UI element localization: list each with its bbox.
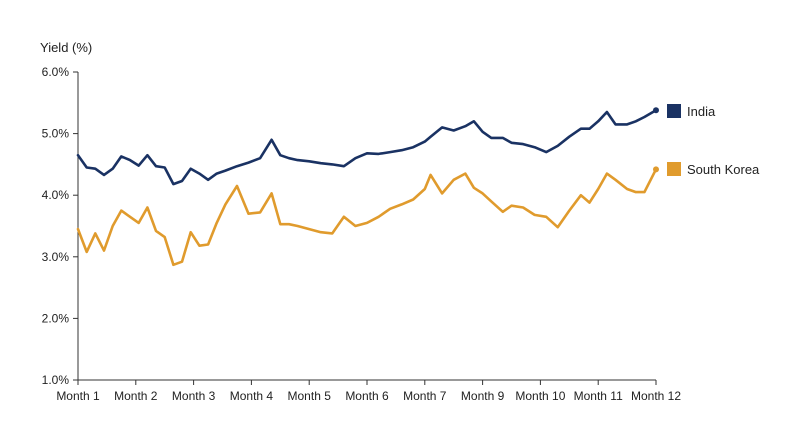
x-tick-label: Month 7 (403, 389, 447, 403)
x-tick-label: Month 12 (631, 389, 681, 403)
x-tick-label: Month 1 (56, 389, 100, 403)
series-line-south-korea (76, 168, 658, 267)
legend-label-india: India (687, 104, 716, 119)
x-tick-label: Month 2 (114, 389, 158, 403)
y-tick-label: 3.0% (42, 250, 70, 264)
x-tick-label: Month 4 (230, 389, 274, 403)
x-tick-label: Month 3 (172, 389, 216, 403)
y-tick-label: 5.0% (42, 127, 70, 141)
legend-swatch-india (667, 104, 681, 118)
x-tick-label: Month 6 (345, 389, 389, 403)
y-tick-label: 6.0% (42, 65, 70, 79)
x-tick-label: Month 10 (515, 389, 565, 403)
y-axis: 1.0% 2.0% 3.0% 4.0% 5.0% 6.0% (42, 65, 79, 387)
legend: India South Korea (667, 104, 760, 177)
y-tick-label: 4.0% (42, 188, 70, 202)
series-end-point-india (653, 107, 659, 114)
legend-swatch-south-korea (667, 162, 681, 176)
series-lines (76, 107, 659, 267)
y-axis-title: Yield (%) (40, 40, 92, 55)
y-tick-label: 2.0% (42, 311, 70, 325)
x-tick-label: Month 5 (288, 389, 332, 403)
legend-label-south-korea: South Korea (687, 162, 760, 177)
x-axis: Month 1 Month 2 Month 3 Month 4 Month 5 Month… (56, 379, 681, 403)
y-tick-label: 1.0% (42, 373, 70, 387)
series-end-point-south-korea (653, 166, 659, 173)
x-tick-label: Month 11 (574, 389, 623, 403)
series-line-india (76, 108, 658, 186)
x-tick-label: Month 9 (461, 389, 505, 403)
